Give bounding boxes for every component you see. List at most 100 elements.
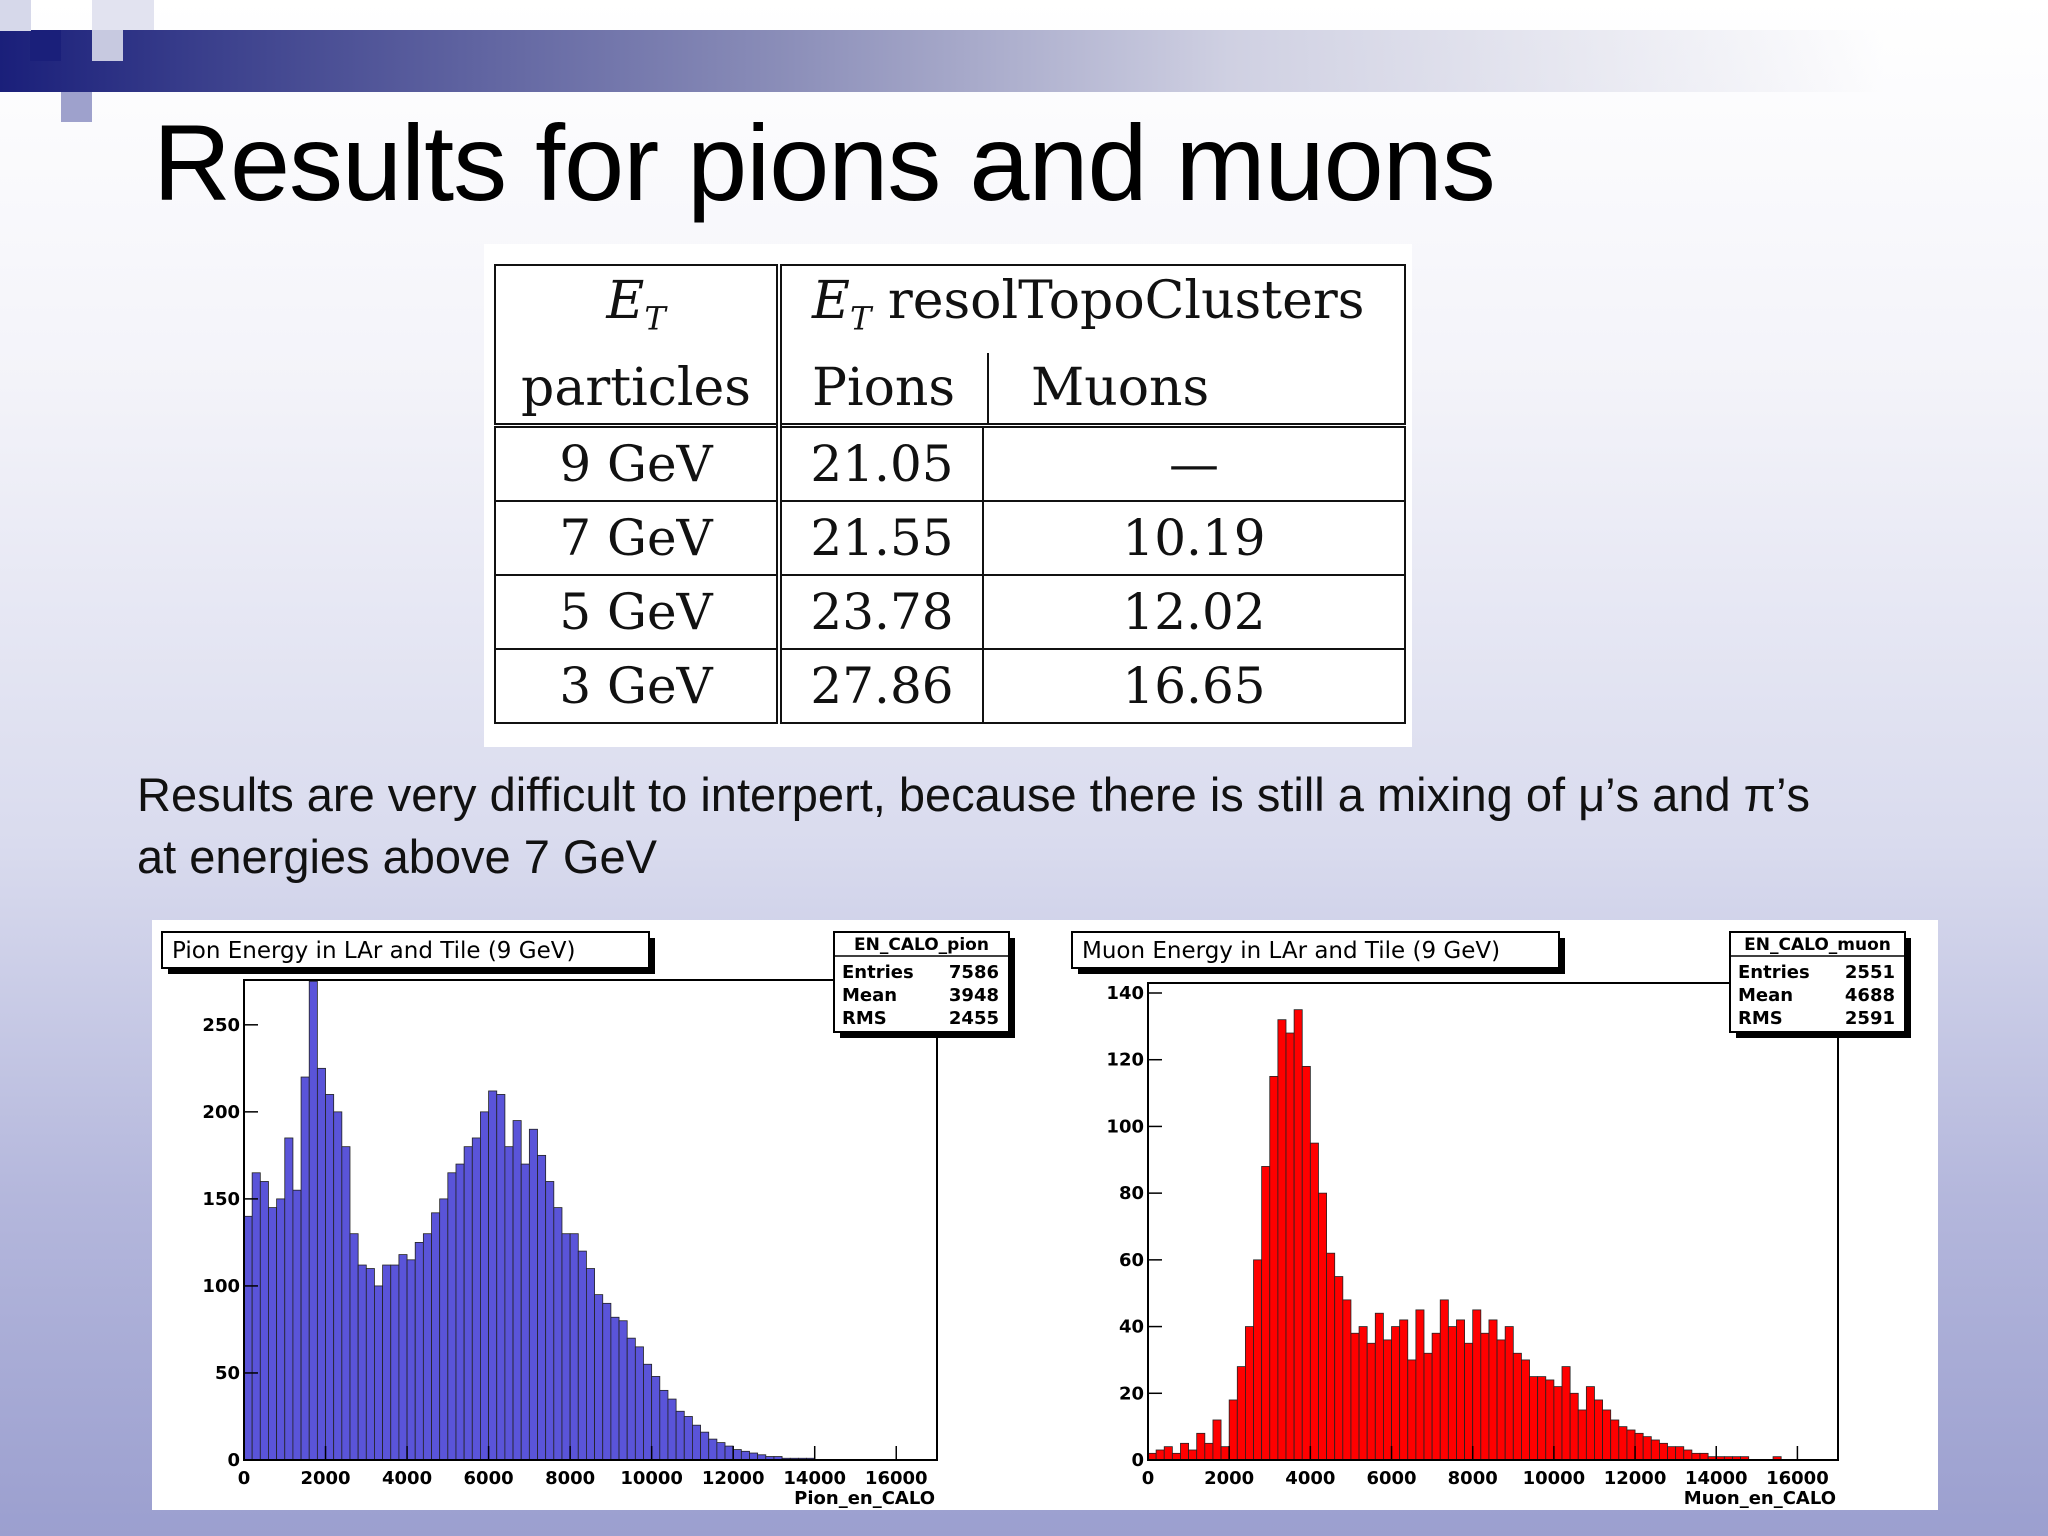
histogram-bar — [634, 1346, 644, 1461]
histogram-bar — [455, 1163, 465, 1461]
histogram-bar — [520, 1163, 530, 1461]
histogram-bar — [1659, 1442, 1668, 1461]
histogram-bar — [439, 1198, 449, 1461]
histogram-bar — [594, 1294, 604, 1461]
y-tick-label: 50 — [215, 1363, 240, 1384]
y-tick-label: 40 — [1119, 1317, 1144, 1338]
histogram-bar — [374, 1285, 383, 1461]
decor-square-light — [92, 0, 154, 30]
histogram-bar — [577, 1250, 587, 1461]
histogram-panel: 0 50 100 150 200 250 0 2000 4000 6000 8000 10000 120… — [152, 920, 1938, 1510]
histogram-bar — [1253, 1259, 1263, 1461]
stats-label: Mean — [1738, 985, 1793, 1006]
row-pions: 21.05 — [778, 424, 984, 503]
row-energy: 9 GeV — [494, 424, 782, 503]
stats-value: 4688 — [1845, 985, 1895, 1006]
x-axis-label: Muon_en_CALO — [1684, 1488, 1836, 1509]
y-tick-label: 140 — [1106, 983, 1144, 1004]
histogram-bar — [1399, 1319, 1409, 1461]
x-tick-label: 16000 — [1766, 1468, 1829, 1489]
histogram-bar — [325, 1094, 335, 1461]
histogram-bar — [471, 1137, 481, 1461]
histogram-bar — [749, 1452, 759, 1461]
histogram-bar — [561, 1233, 571, 1461]
histogram-bar — [1245, 1326, 1254, 1461]
histogram-bar — [675, 1410, 685, 1461]
x-tick-label: 12000 — [1604, 1468, 1667, 1489]
x-tick-label: 14000 — [1685, 1468, 1748, 1489]
histogram-bar — [1204, 1442, 1214, 1461]
header-muons-label: Muons — [1031, 358, 1210, 419]
pion-histogram-svg: 0 50 100 150 200 250 0 2000 4000 6000 8000 10000 120… — [161, 931, 1015, 1509]
histogram-bar — [512, 1120, 522, 1461]
table-row: 7 GeV 21.55 10.19 — [494, 500, 1406, 577]
histogram-bar — [1488, 1319, 1498, 1461]
histogram-bar — [724, 1445, 734, 1461]
histogram-bar — [1301, 1065, 1311, 1461]
histogram-bar — [1318, 1192, 1327, 1461]
y-tick-label: 60 — [1119, 1250, 1144, 1271]
table-row: 3 GeV 27.86 16.65 — [494, 648, 1406, 725]
histogram-bar — [1439, 1299, 1449, 1461]
decor-square-light — [0, 0, 31, 31]
y-tick-label: 0 — [1131, 1450, 1144, 1471]
histogram-bar — [1569, 1392, 1579, 1461]
histogram-bar — [1480, 1332, 1490, 1461]
x-tick-label: 4000 — [382, 1468, 432, 1489]
histogram-bar — [1610, 1419, 1620, 1461]
histogram-bar — [431, 1212, 441, 1461]
stats-label: Entries — [842, 962, 914, 983]
row-pions: 23.78 — [778, 574, 984, 651]
histogram-bar — [1147, 1452, 1157, 1461]
histogram-bar — [1675, 1446, 1685, 1461]
header-gradient-bar — [0, 30, 2048, 92]
histogram-bar — [1464, 1342, 1474, 1461]
histogram-bar — [284, 1137, 294, 1461]
table-row: 9 GeV 21.05 — — [494, 424, 1406, 503]
header-resolution: ET resolTopoClusters Pions Muons — [778, 264, 1406, 429]
histogram-bar — [651, 1376, 661, 1461]
x-tick-label: 6000 — [464, 1468, 514, 1489]
x-tick-label: 8000 — [545, 1468, 595, 1489]
x-tick-label: 10000 — [1523, 1468, 1586, 1489]
y-tick-label: 150 — [202, 1189, 240, 1210]
histogram-bar — [333, 1111, 343, 1461]
x-tick-label: 2000 — [1204, 1468, 1254, 1489]
histogram-bar — [341, 1146, 351, 1461]
decor-square-mid — [92, 30, 123, 61]
histogram-bar — [1512, 1352, 1522, 1461]
histogram-bar — [1626, 1429, 1636, 1461]
y-tick-label: 80 — [1119, 1183, 1144, 1204]
histogram-bar — [357, 1264, 367, 1461]
histogram-bar — [1293, 1009, 1303, 1461]
histogram-bar — [1431, 1332, 1441, 1461]
header-particles-label: particles — [521, 358, 751, 419]
histogram-bar — [276, 1198, 286, 1461]
x-axis-label: Pion_en_CALO — [794, 1488, 935, 1509]
histogram-bar — [732, 1449, 742, 1461]
histogram-bar — [1618, 1426, 1628, 1461]
histogram-bar — [1634, 1432, 1644, 1461]
histogram-bar — [667, 1398, 677, 1461]
histogram-bar — [545, 1181, 555, 1461]
y-tick-label: 250 — [202, 1015, 240, 1036]
histogram-bar — [422, 1233, 432, 1461]
y-tick-label: 100 — [202, 1276, 240, 1297]
x-tick-label: 4000 — [1285, 1468, 1335, 1489]
et-subscript: T — [644, 299, 666, 338]
title-box — [1071, 931, 1560, 969]
histogram-bar — [1342, 1299, 1352, 1461]
x-tick-label: 10000 — [620, 1468, 683, 1489]
histogram-bar — [480, 1111, 489, 1461]
stats-label: RMS — [1738, 1008, 1783, 1029]
stats-box — [833, 931, 1010, 1033]
histogram-bar — [716, 1442, 726, 1461]
stats-value: 2591 — [1845, 1008, 1895, 1029]
et-subscript: T — [849, 299, 872, 338]
row-energy: 3 GeV — [494, 648, 782, 725]
histogram-bar — [1423, 1352, 1433, 1461]
histogram-bar — [1196, 1432, 1206, 1461]
x-tick-label: 0 — [238, 1468, 251, 1489]
histogram-bar — [1326, 1252, 1336, 1461]
histogram-bar — [1642, 1436, 1652, 1461]
